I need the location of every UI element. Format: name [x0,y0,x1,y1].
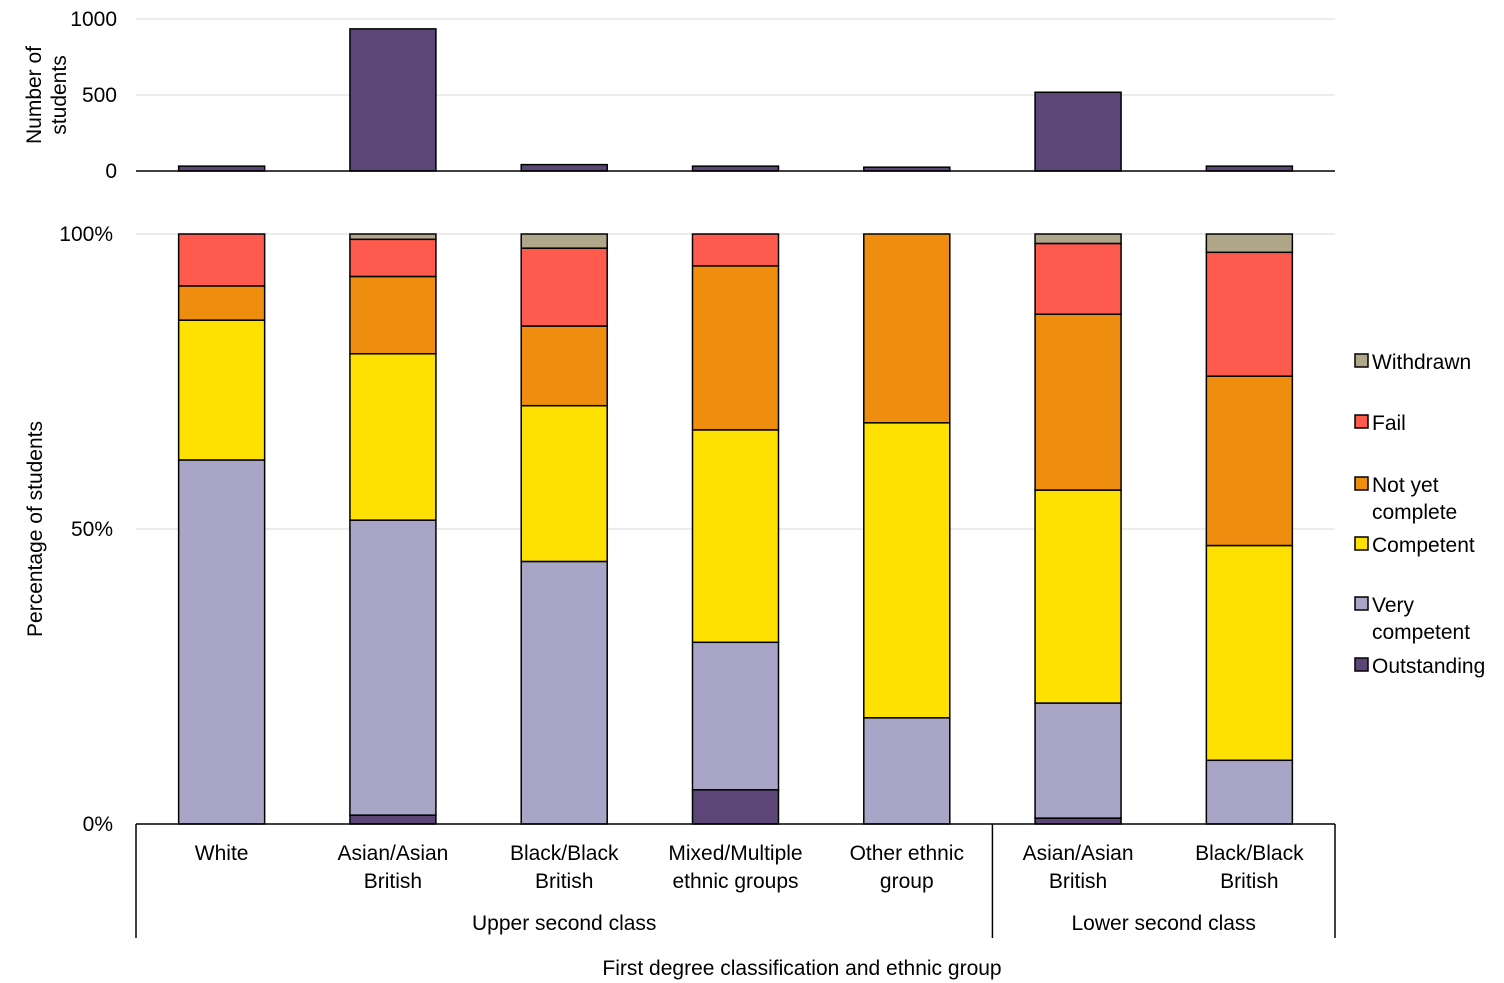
segment-very-competent-3 [691,641,780,791]
count-bar-asian-asian-british [1034,91,1122,172]
segment-very-competent-4 [863,717,951,825]
segment-competent-2 [520,404,608,563]
legend-label-complete: complete [1372,501,1457,524]
top-y-axis-title-line: Number of [23,46,46,144]
segment-not-yet-complete-1 [349,275,437,355]
category-label-british: British [1049,870,1107,893]
category-label-white: White [195,842,249,865]
category-label-british: British [535,870,593,893]
segment-competent-3 [691,429,780,644]
segment-withdrawn-6 [1205,233,1294,254]
legend: Withdrawn Fail Not yet complete Competent Ver… [1354,351,1485,678]
legend-swatch-competent [1354,536,1369,551]
segment-not-yet-complete-3 [691,265,780,431]
segment-fail-6 [1205,251,1294,377]
segment-competent-0 [177,319,266,461]
segment-fail-0 [177,233,266,287]
category-label-ethnic-groups: ethnic groups [672,870,798,893]
category-label-asian-asian: Asian/Asian [1023,842,1134,865]
category-label-group: group [880,870,934,893]
top-y-tick-label: 500 [82,84,117,107]
bottom-panel: 0% 50% 100% White Asian/Asian British Black/Bl… [24,223,1336,938]
segment-very-competent-0 [177,459,266,825]
count-bar-asian-asian-british [349,28,437,172]
bottom-y-axis-title: Percentage of students [24,421,47,637]
category-label-mixed-multiple: Mixed/Multiple [668,842,802,865]
segment-not-yet-complete-5 [1034,313,1122,491]
segment-fail-1 [349,238,437,278]
legend-label-competent: Competent [1372,534,1475,557]
segment-very-competent-6 [1205,759,1294,825]
legend-swatch-withdrawn [1354,353,1369,368]
legend-label-withdrawn: Withdrawn [1372,351,1471,374]
group-label-upper-second-class: Upper second class [472,912,656,935]
category-label-black-black: Black/Black [1195,842,1304,865]
segment-competent-6 [1205,544,1294,762]
segment-fail-3 [691,233,780,267]
top-y-axis-title-line: students [48,55,71,134]
segment-very-competent-5 [1034,702,1122,819]
group-label-lower-second-class: Lower second class [1071,912,1255,935]
category-label-other-ethnic: Other ethnic [850,842,964,865]
top-y-axis-title: Number ofstudents [23,46,71,144]
bottom-y-tick-label: 0% [83,813,113,836]
top-y-tick-label: 0 [105,160,117,183]
segment-outstanding-1 [349,814,437,825]
segment-fail-5 [1034,242,1122,315]
segment-not-yet-complete-6 [1205,375,1294,547]
segment-very-competent-1 [349,519,437,816]
x-axis-title: First degree classification and ethnic g… [602,957,1001,980]
segment-competent-4 [863,422,951,719]
legend-swatch-not-yet-complete [1354,476,1369,491]
legend-label-very: Very [1372,594,1415,617]
top-y-tick-label: 1000 [70,8,117,31]
legend-label-outstanding: Outstanding [1372,655,1485,678]
category-label-black-black: Black/Black [510,842,619,865]
segment-very-competent-2 [520,560,608,825]
segment-fail-2 [520,247,608,327]
legend-swatch-fail [1354,414,1369,429]
segment-withdrawn-5 [1034,233,1122,245]
segment-not-yet-complete-4 [863,233,951,424]
segment-withdrawn-2 [520,233,608,249]
legend-label-competent: competent [1372,621,1470,644]
segment-not-yet-complete-0 [177,285,266,321]
bottom-y-tick-label: 50% [71,518,113,541]
legend-label-not-yet: Not yet [1372,474,1439,497]
segment-outstanding-3 [691,789,780,825]
legend-swatch-very-competent [1354,596,1369,611]
segment-withdrawn-1 [349,233,437,241]
category-label-british: British [1220,870,1278,893]
legend-swatch-outstanding [1354,657,1369,672]
top-panel: 0 500 1000 Number ofstudents [23,8,1335,183]
segment-competent-1 [349,353,437,521]
segment-competent-5 [1034,489,1122,704]
segment-not-yet-complete-2 [520,325,608,407]
count-bar-black-black-british [520,163,608,172]
bottom-y-tick-label: 100% [59,223,113,246]
segment-outstanding-5 [1034,817,1122,825]
legend-label-fail: Fail [1372,412,1406,435]
category-label-asian-asian: Asian/Asian [337,842,448,865]
category-label-british: British [364,870,422,893]
